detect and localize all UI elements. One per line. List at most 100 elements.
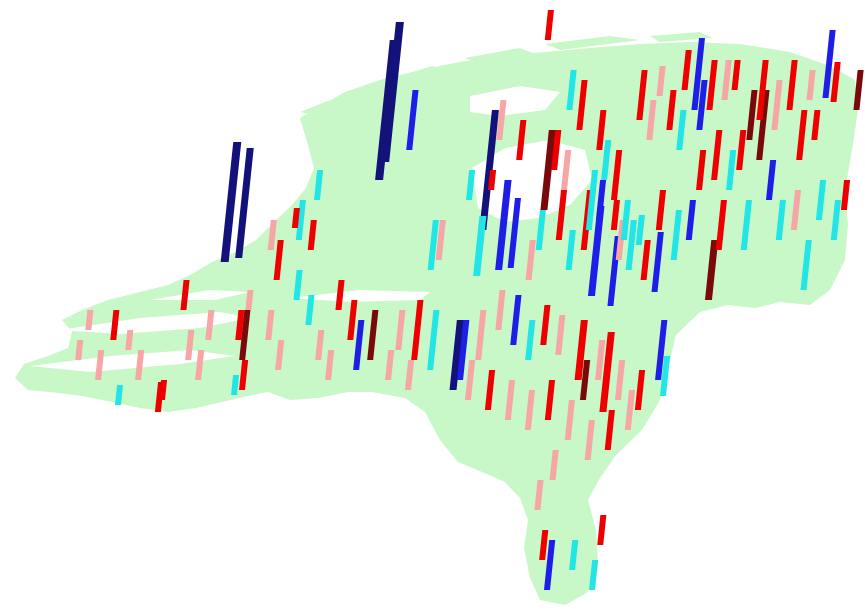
- map-bar: [507, 198, 521, 268]
- map-bar: [576, 80, 588, 130]
- map-bar: [601, 140, 612, 180]
- map-bar: [685, 200, 696, 240]
- map-bar: [313, 170, 324, 200]
- map-bar: [525, 240, 536, 280]
- map-bar: [625, 220, 637, 270]
- map-bar: [800, 240, 812, 290]
- map-bar: [185, 330, 195, 360]
- map-bar: [596, 110, 607, 150]
- river-gap: [290, 290, 430, 302]
- map-bar: [561, 150, 572, 190]
- map-bar: [551, 130, 562, 170]
- map-bar: [539, 530, 549, 560]
- island-5: [650, 32, 712, 42]
- map-bar: [385, 350, 395, 380]
- map-bar: [315, 330, 325, 360]
- map-bar: [275, 340, 285, 370]
- map-bar: [746, 90, 758, 140]
- map-bar: [853, 70, 864, 110]
- channel-3: [150, 290, 250, 300]
- island-2: [395, 66, 448, 84]
- map-bar: [597, 515, 607, 545]
- map-bar: [265, 310, 275, 340]
- map-bar: [656, 66, 666, 96]
- map-bar: [95, 350, 105, 380]
- map-bar: [775, 200, 786, 240]
- map-bar: [670, 210, 682, 260]
- map-bar: [534, 480, 544, 510]
- map-bar: [525, 320, 536, 360]
- map-bar: [114, 385, 124, 405]
- map-bar: [381, 22, 404, 162]
- map-bar: [620, 200, 631, 240]
- island-1: [300, 100, 345, 116]
- map-bar: [544, 10, 554, 40]
- map-bar: [110, 310, 120, 340]
- map-bar: [840, 180, 851, 210]
- map-bar: [484, 370, 496, 410]
- map-bar: [524, 390, 536, 430]
- map-bar: [640, 240, 651, 280]
- map-bar: [565, 230, 576, 270]
- map-bar: [395, 310, 406, 350]
- map-bar: [406, 90, 419, 150]
- map-bar: [465, 170, 476, 200]
- map-bar: [205, 310, 215, 340]
- island-4: [545, 36, 640, 50]
- map-bar: [811, 110, 821, 140]
- map-bar: [347, 300, 358, 340]
- map-bar: [691, 38, 706, 110]
- map-bar: [604, 410, 615, 450]
- map-bar: [736, 130, 747, 170]
- map-bar: [295, 200, 306, 240]
- map-bar: [158, 380, 168, 400]
- map-bar: [585, 170, 599, 230]
- island-3: [465, 48, 535, 64]
- map-bar: [655, 320, 668, 380]
- map-bar: [555, 190, 568, 240]
- map-bar: [291, 208, 300, 228]
- map-bar: [610, 200, 620, 230]
- map-bar: [245, 290, 254, 310]
- map-bar: [830, 62, 841, 102]
- map-bar: [75, 340, 84, 360]
- map-bar: [488, 170, 497, 190]
- channel-2: [30, 350, 235, 372]
- map-bar: [676, 110, 687, 150]
- map-bar: [305, 295, 315, 325]
- map-bar: [822, 30, 836, 98]
- map-bar: [516, 120, 527, 160]
- map-bar: [125, 330, 134, 350]
- map-bar: [353, 320, 365, 370]
- map-bar: [610, 150, 623, 200]
- map-bar: [574, 320, 588, 380]
- map-bar: [569, 540, 579, 570]
- bars-layer: [75, 10, 864, 590]
- map-bar: [624, 390, 636, 430]
- map-bar: [535, 210, 546, 250]
- channel-1: [60, 312, 250, 334]
- map-bar: [696, 80, 708, 130]
- map-bar: [636, 70, 648, 120]
- map-bar: [220, 142, 242, 262]
- map-bar: [325, 350, 335, 380]
- map-bar: [646, 100, 657, 140]
- map-bar: [715, 200, 727, 250]
- map-bar: [495, 290, 506, 330]
- wadden-sea: [470, 86, 560, 116]
- map-bar: [588, 560, 599, 590]
- map-bar: [756, 60, 769, 120]
- map-bar: [587, 206, 605, 296]
- map-bar: [765, 160, 777, 200]
- map-bar: [595, 180, 607, 220]
- map-bar: [239, 310, 251, 360]
- map-bar: [584, 420, 595, 460]
- map-bar: [806, 70, 816, 100]
- map-bar: [427, 310, 440, 370]
- map-bar: [427, 220, 439, 270]
- map-bar: [704, 240, 719, 300]
- map-bar: [721, 60, 732, 100]
- map-bar: [504, 380, 516, 420]
- map-bar: [540, 305, 551, 345]
